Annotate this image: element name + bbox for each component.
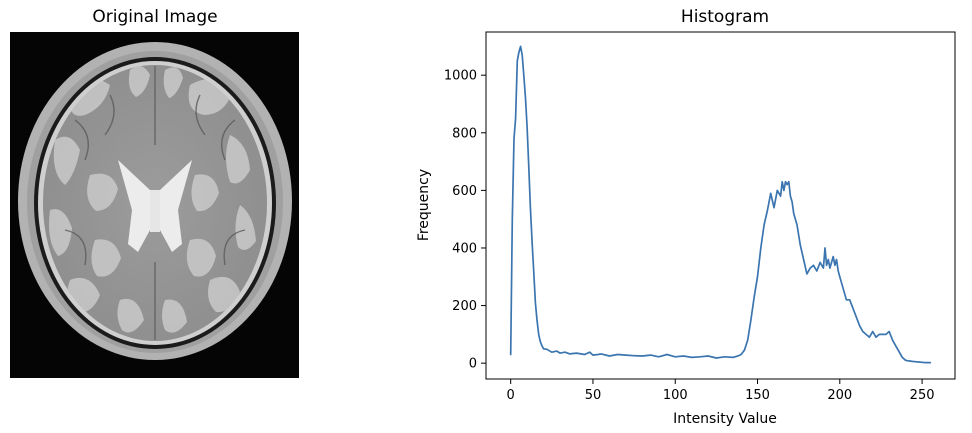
histogram-series-line [509, 45, 932, 364]
x-tick-label: 150 [745, 388, 770, 403]
y-tick-label: 0 [469, 357, 477, 372]
y-tick-label: 200 [452, 299, 477, 314]
y-tick-label: 400 [452, 241, 477, 256]
plot-area-frame [485, 31, 956, 380]
y-axis-label: Frequency [416, 169, 432, 241]
y-tick-label: 600 [452, 184, 477, 199]
original-image-panel: Original Image [10, 7, 299, 378]
x-tick-label: 0 [507, 388, 515, 403]
histogram-title: Histogram [681, 7, 769, 27]
x-tick-label: 100 [663, 388, 688, 403]
y-tick-label: 800 [452, 126, 477, 141]
sulci-lines [64, 66, 246, 340]
brain-mri-image [10, 32, 299, 378]
x-tick-label: 50 [585, 388, 602, 403]
histogram-panel: Histogram 0 50 100 150 200 250 0 200 400 600 800 1… [416, 7, 956, 427]
y-axis-ticks: 0 200 400 600 800 1000 [444, 69, 486, 372]
y-tick-label: 1000 [444, 69, 477, 84]
x-axis-label: Intensity Value [673, 411, 777, 427]
lateral-ventricles [118, 160, 192, 252]
x-tick-label: 250 [910, 388, 935, 403]
x-tick-label: 200 [827, 388, 852, 403]
original-image-title: Original Image [92, 7, 217, 27]
x-axis-ticks: 0 50 100 150 200 250 [507, 379, 935, 403]
septum [150, 190, 160, 232]
